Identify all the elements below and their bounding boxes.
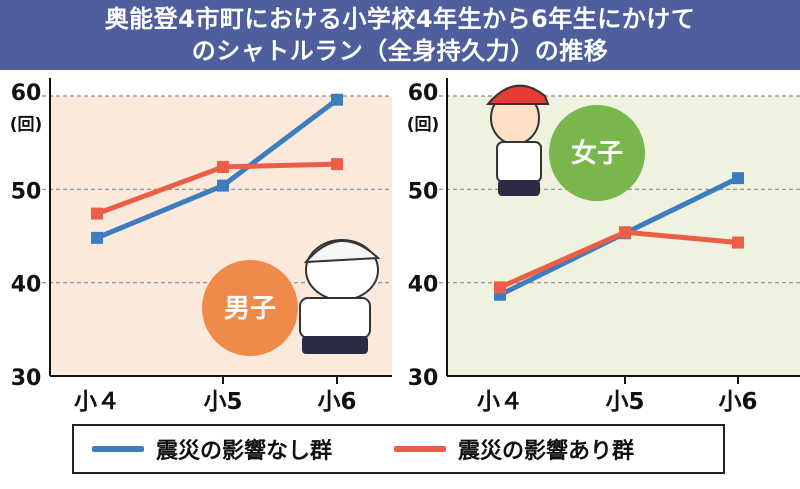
chart-title-line-2: のシャトルラン（全身持久力）の推移 xyxy=(191,37,609,65)
chart-title-line-1: 奥能登4市町における小学校4年生から6年生にかけて xyxy=(104,5,696,33)
x-category-label-boys-1: 小5 xyxy=(203,389,242,415)
data-point-boys-1-1 xyxy=(217,160,229,173)
legend-swatch-no-impact xyxy=(92,446,144,452)
legend-swatch-impact xyxy=(394,446,446,452)
charts-canvas: 30 40 50 60 (回) 小４ 小5 小6 男子 30 40 50 60 (回) 小４ 小5 小6 女子 xyxy=(10,78,800,415)
y-tick-label-girls-50: 50 xyxy=(408,179,439,204)
legend-item-impact: 震災の影響あり群 xyxy=(394,426,634,472)
y-tick-label-girls-30: 30 xyxy=(408,366,439,391)
title-bar: 奥能登4市町における小学校4年生から6年生にかけて のシャトルラン（全身持久力）… xyxy=(0,0,800,70)
legend: 震災の影響なし群 震災の影響あり群 xyxy=(72,424,725,474)
girl-cap xyxy=(485,84,550,105)
badge-label-boys: 男子 xyxy=(224,294,276,324)
legend-label-impact: 震災の影響あり群 xyxy=(458,439,635,464)
boy-shorts xyxy=(302,336,368,354)
data-point-boys-1-0 xyxy=(91,207,103,220)
legend-item-no-impact: 震災の影響なし群 xyxy=(92,426,332,472)
data-point-girls-1-2 xyxy=(732,236,744,249)
chart-panel-boys: 30 40 50 60 (回) 小４ 小5 小6 男子 xyxy=(10,78,392,415)
x-category-label-girls-1: 小5 xyxy=(605,389,644,415)
running-boy-illustration-icon xyxy=(299,239,381,354)
y-unit-label-boys: (回) xyxy=(10,115,43,135)
data-point-girls-0-2 xyxy=(732,172,744,185)
x-category-label-boys-0: 小４ xyxy=(74,389,120,415)
boy-shirt xyxy=(299,297,371,339)
chart-panel-girls: 30 40 50 60 (回) 小４ 小5 小6 女子 xyxy=(407,78,800,415)
badge-circle-boys xyxy=(202,260,298,356)
y-tick-label-boys-60: 60 xyxy=(11,81,42,106)
data-point-girls-1-1 xyxy=(619,226,631,239)
x-category-label-boys-2: 小6 xyxy=(317,389,356,415)
data-point-boys-0-0 xyxy=(91,231,103,244)
x-category-label-girls-2: 小6 xyxy=(718,389,757,415)
girl-shorts xyxy=(498,180,540,196)
data-point-boys-1-2 xyxy=(331,158,343,171)
running-girl-illustration-icon xyxy=(485,84,550,196)
data-point-boys-0-1 xyxy=(217,179,229,192)
y-tick-label-girls-40: 40 xyxy=(408,273,439,298)
x-category-label-girls-0: 小４ xyxy=(477,389,523,415)
y-unit-label-girls: (回) xyxy=(407,115,440,135)
y-tick-label-boys-40: 40 xyxy=(11,273,42,298)
badge-label-girls: 女子 xyxy=(571,138,623,169)
data-point-boys-0-2 xyxy=(331,93,343,106)
boy-cap xyxy=(303,240,381,264)
y-tick-label-girls-60: 60 xyxy=(408,81,439,106)
girl-shirt xyxy=(496,141,542,183)
y-tick-label-boys-50: 50 xyxy=(11,179,42,204)
data-point-girls-1-0 xyxy=(494,281,506,294)
y-tick-label-boys-30: 30 xyxy=(11,366,42,391)
legend-label-no-impact: 震災の影響なし群 xyxy=(156,439,333,464)
badge-circle-girls xyxy=(549,105,645,201)
